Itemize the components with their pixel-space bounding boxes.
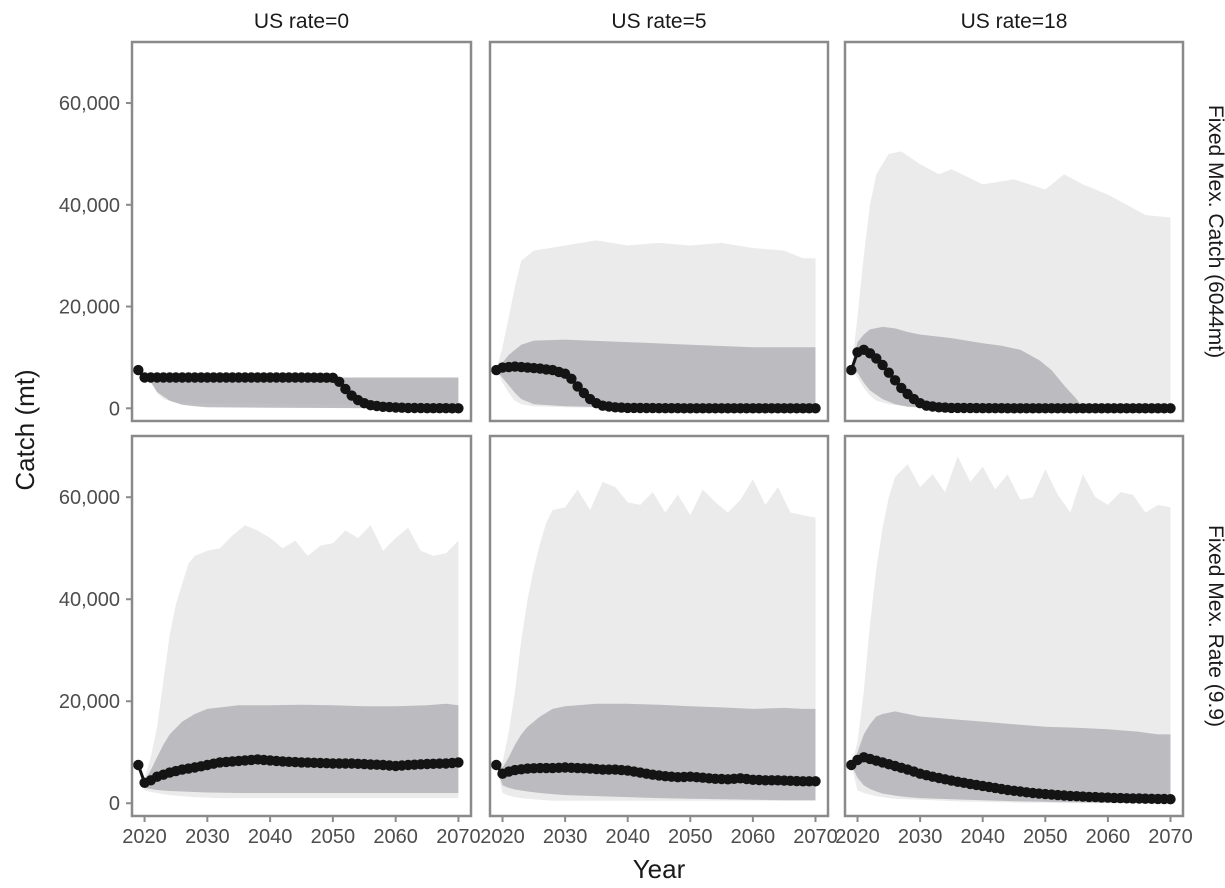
y-tick-label: 40,000 bbox=[59, 195, 120, 217]
panel-r0-c1 bbox=[488, 40, 830, 423]
x-tick-label: 2070 bbox=[1148, 826, 1193, 848]
y-axis-title: Catch (mt) bbox=[10, 369, 40, 490]
x-tick-label: 2050 bbox=[1023, 826, 1068, 848]
panel-plot-area bbox=[846, 151, 1176, 414]
y-tick-label: 60,000 bbox=[59, 93, 120, 115]
column-strip-label: US rate=0 bbox=[254, 10, 349, 33]
inner-interval-band bbox=[138, 703, 459, 793]
panel-plot-area bbox=[133, 364, 464, 414]
axes-layer: US rate=0 US rate=5 US rate=18 Fixed Mex. C… bbox=[59, 10, 1225, 848]
median-point-2070 bbox=[1165, 403, 1176, 414]
median-point-2070 bbox=[810, 403, 821, 414]
panel-plot-area bbox=[133, 525, 464, 799]
outer-interval-band bbox=[851, 456, 1171, 804]
median-point-2070 bbox=[453, 403, 464, 414]
median-point-2023 bbox=[871, 353, 882, 364]
x-tick-label: 2040 bbox=[605, 826, 650, 848]
row-strip-label: Fixed Mex. Catch (6044mt) bbox=[1204, 105, 1225, 358]
median-point-2051 bbox=[334, 376, 345, 387]
median-point-2019 bbox=[133, 364, 144, 376]
panel-frame bbox=[130, 434, 473, 818]
x-tick-label: 2070 bbox=[793, 826, 838, 848]
panel-plot-area bbox=[846, 456, 1176, 805]
median-point-2019 bbox=[133, 759, 144, 771]
y-tick-label: 40,000 bbox=[59, 589, 120, 611]
panel-frame bbox=[130, 40, 473, 423]
y-tick-label: 0 bbox=[109, 793, 120, 815]
panel-frame bbox=[488, 434, 830, 818]
median-point-2070 bbox=[810, 776, 821, 787]
median-point-2025 bbox=[883, 367, 894, 378]
x-tick-label: 2040 bbox=[248, 826, 293, 848]
x-tick-label: 2020 bbox=[480, 826, 525, 848]
median-point-2024 bbox=[877, 359, 888, 371]
x-tick-label: 2020 bbox=[122, 826, 167, 848]
median-point-2019 bbox=[491, 759, 502, 771]
panel-background bbox=[132, 42, 471, 421]
panel-plot-area bbox=[491, 479, 821, 801]
panel-frame bbox=[843, 434, 1185, 818]
panels-layer bbox=[130, 40, 1185, 818]
panel-r0-c0 bbox=[130, 40, 473, 423]
median-point-2070 bbox=[1165, 794, 1176, 805]
column-strip-label: US rate=5 bbox=[611, 10, 706, 33]
x-tick-label: 2050 bbox=[311, 826, 356, 848]
median-point-2052 bbox=[340, 383, 351, 395]
x-tick-label: 2060 bbox=[1086, 826, 1131, 848]
y-tick-label: 20,000 bbox=[59, 297, 120, 319]
median-point-2031 bbox=[566, 373, 577, 384]
column-strip-label: US rate=18 bbox=[961, 10, 1068, 33]
median-point-2026 bbox=[889, 375, 901, 386]
panel-r1-c0 bbox=[130, 434, 473, 818]
x-tick-label: 2030 bbox=[898, 826, 943, 848]
y-tick-label: 60,000 bbox=[59, 487, 120, 509]
panel-r0-c2 bbox=[843, 40, 1185, 423]
median-point-2070 bbox=[453, 757, 464, 768]
panel-r1-c2 bbox=[843, 434, 1185, 818]
median-point-2032 bbox=[572, 381, 583, 392]
x-tick-label: 2060 bbox=[373, 826, 418, 848]
x-tick-label: 2060 bbox=[731, 826, 776, 848]
row-strip-label: Fixed Mex. Rate (9.9) bbox=[1204, 525, 1225, 727]
panel-frame bbox=[488, 40, 830, 423]
median-point-2019 bbox=[846, 364, 857, 376]
x-tick-label: 2070 bbox=[436, 826, 481, 848]
x-tick-label: 2030 bbox=[185, 826, 230, 848]
x-tick-label: 2050 bbox=[668, 826, 713, 848]
x-tick-label: 2020 bbox=[835, 826, 880, 848]
panel-r1-c1 bbox=[488, 434, 830, 818]
inner-interval-band bbox=[496, 703, 816, 801]
y-tick-label: 20,000 bbox=[59, 691, 120, 713]
x-tick-label: 2040 bbox=[960, 826, 1005, 848]
x-tick-label: 2030 bbox=[543, 826, 588, 848]
panel-plot-area bbox=[491, 240, 821, 414]
x-axis-title: Year bbox=[633, 854, 686, 884]
inner-interval-band bbox=[851, 326, 1171, 409]
y-tick-label: 0 bbox=[109, 398, 120, 420]
panel-frame bbox=[843, 40, 1185, 423]
